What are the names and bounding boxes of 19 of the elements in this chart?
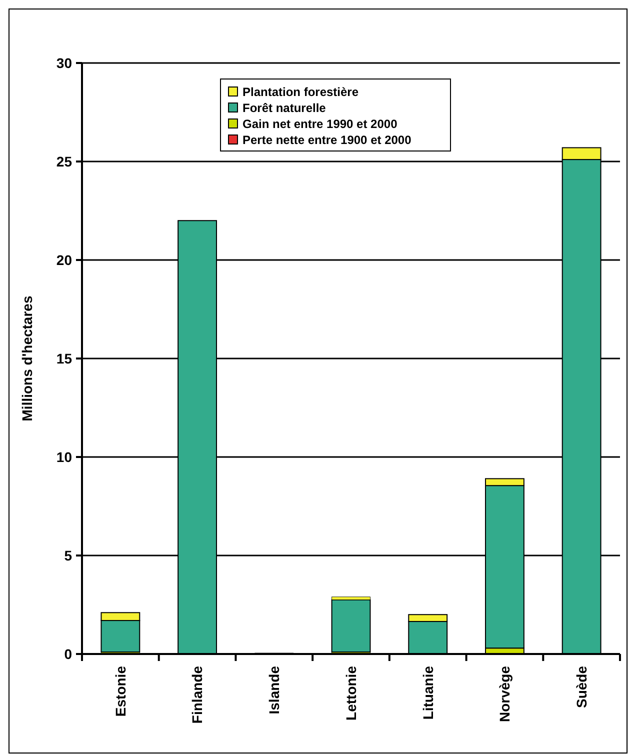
x-tick-label: Islande — [266, 666, 282, 714]
y-tick-label: 15 — [56, 350, 72, 366]
x-tick-label: Lettonie — [342, 666, 359, 720]
x-tick-label: Estonie — [112, 666, 128, 717]
y-tick-label: 0 — [64, 646, 72, 662]
y-tick-label: 30 — [56, 54, 72, 71]
legend-label: Perte nette entre 1900 et 2000 — [242, 133, 412, 147]
legend-label: Plantation forestière — [242, 85, 359, 99]
x-tick-label: Lituanie — [420, 666, 436, 720]
y-tick-label: 25 — [56, 153, 72, 170]
x-tick-label: Norvège — [496, 666, 513, 722]
y-axis-title: Millions d'hectares — [19, 296, 35, 422]
y-tick-label: 20 — [56, 252, 72, 268]
x-tick-label: Finlande — [189, 666, 206, 724]
legend-label: Gain net entre 1990 et 2000 — [242, 117, 398, 131]
legend-label: Forêt naturelle — [242, 101, 326, 115]
y-tick-label: 5 — [64, 547, 72, 564]
x-tick-label: Suède — [573, 666, 590, 708]
y-tick-label: 10 — [56, 448, 72, 465]
